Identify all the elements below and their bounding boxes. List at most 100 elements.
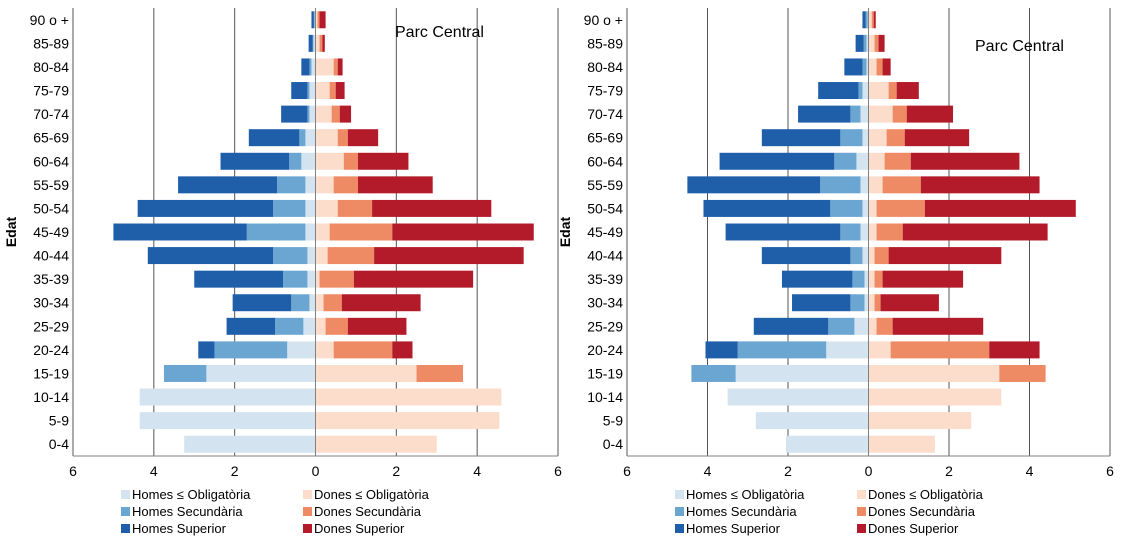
bar-25-29-series-6 <box>892 317 984 335</box>
bar-45-49-series-2 <box>246 223 306 241</box>
bar-50-54-series-1 <box>305 199 316 217</box>
legend-label: Homes Superior <box>132 521 227 536</box>
bar-30-34-series-1 <box>309 294 316 312</box>
bar-55-59-series-1 <box>305 176 316 194</box>
bar-35-39-series-2 <box>283 270 308 288</box>
bar-50-54-series-4 <box>868 199 877 217</box>
bar-50-54-series-4 <box>315 199 338 217</box>
bar-35-39-series-1 <box>307 270 316 288</box>
legend-label: Dones Superior <box>314 521 405 536</box>
bar-90 o +-series-3 <box>311 11 314 29</box>
bar-50-54-series-5 <box>876 199 925 217</box>
x-tick-label: 0 <box>865 463 873 479</box>
bar-60-64-series-5 <box>884 152 911 170</box>
bar-55-59-series-6 <box>357 176 433 194</box>
legend-swatch <box>121 524 130 533</box>
bar-60-64-series-2 <box>834 152 857 170</box>
bar-85-89-series-5 <box>874 34 879 52</box>
y-category-label: 65-69 <box>33 130 69 146</box>
bar-45-49-series-6 <box>392 223 534 241</box>
bar-25-29-series-1 <box>303 317 316 335</box>
bar-30-34-series-5 <box>874 294 881 312</box>
y-category-label: 90 o + <box>30 12 69 28</box>
bar-50-54-series-2 <box>830 199 863 217</box>
y-category-label: 75-79 <box>33 83 69 99</box>
bar-15-19-series-2 <box>691 364 736 382</box>
legend-label: Dones Secundària <box>868 504 976 519</box>
bar-55-59-series-2 <box>277 176 306 194</box>
y-category-label: 30-34 <box>587 295 623 311</box>
y-category-label: 35-39 <box>587 271 623 287</box>
bar-15-19-series-5 <box>416 364 464 382</box>
x-tick-label: 2 <box>784 463 792 479</box>
bar-70-74-series-4 <box>315 105 332 123</box>
bar-75-79-series-6 <box>335 82 345 100</box>
bar-75-79-series-2 <box>307 82 310 100</box>
bar-65-69-series-4 <box>868 129 887 147</box>
bar-20-24-series-6 <box>989 341 1040 359</box>
bar-70-74-series-2 <box>307 105 310 123</box>
y-category-label: 20-24 <box>587 342 623 358</box>
y-category-label: 80-84 <box>33 59 69 75</box>
bar-85-89-series-3 <box>855 34 864 52</box>
bar-85-89-series-6 <box>322 34 325 52</box>
bar-80-84-series-3 <box>301 58 310 76</box>
bar-75-79-series-2 <box>858 82 863 100</box>
bar-35-39-series-1 <box>864 270 869 288</box>
bar-20-24-series-2 <box>214 341 288 359</box>
bar-0-4-series-4 <box>868 435 935 453</box>
chart-title: Parc Central <box>975 38 1064 55</box>
bar-55-59-series-5 <box>882 176 921 194</box>
bar-40-44-series-6 <box>374 247 524 265</box>
bar-65-69-series-2 <box>299 129 306 147</box>
y-category-label: 55-59 <box>587 177 623 193</box>
bar-65-69-series-1 <box>305 129 316 147</box>
bar-75-79-series-5 <box>329 82 336 100</box>
bar-20-24-series-1 <box>826 341 869 359</box>
bar-15-19-series-2 <box>163 364 207 382</box>
x-tick-label: 2 <box>231 463 239 479</box>
bar-65-69-series-5 <box>337 129 348 147</box>
y-category-label: 60-64 <box>587 153 623 169</box>
bar-5-9-series-4 <box>868 412 972 430</box>
legend-swatch <box>857 490 866 499</box>
bar-15-19-series-1 <box>735 364 869 382</box>
legend-swatch <box>675 524 684 533</box>
y-category-label: 0-4 <box>49 436 69 452</box>
y-category-label: 25-29 <box>33 318 69 334</box>
y-category-label: 65-69 <box>587 130 623 146</box>
bar-60-64-series-1 <box>301 152 316 170</box>
bar-20-24-series-2 <box>737 341 827 359</box>
bar-40-44-series-3 <box>147 247 274 265</box>
x-tick-label: 4 <box>1026 463 1034 479</box>
bar-45-49-series-3 <box>113 223 247 241</box>
bar-60-64-series-6 <box>357 152 409 170</box>
y-category-label: 0-4 <box>603 436 623 452</box>
y-category-label: 40-44 <box>33 248 69 264</box>
bar-85-89-series-5 <box>319 34 323 52</box>
bar-70-74-series-6 <box>906 105 954 123</box>
bar-85-89-series-1 <box>313 34 316 52</box>
legend-swatch <box>121 490 130 499</box>
bar-30-34-series-6 <box>341 294 421 312</box>
bar-45-49-series-5 <box>876 223 903 241</box>
bar-25-29-series-5 <box>325 317 348 335</box>
bar-55-59-series-3 <box>178 176 278 194</box>
y-category-label: 45-49 <box>33 224 69 240</box>
legend-swatch <box>857 524 866 533</box>
bar-90 o +-series-6 <box>319 11 326 29</box>
bar-60-64-series-1 <box>856 152 869 170</box>
bar-80-84-series-2 <box>309 58 312 76</box>
bar-80-84-series-5 <box>876 58 883 76</box>
bar-35-39-series-5 <box>319 270 354 288</box>
bar-30-34-series-2 <box>850 294 865 312</box>
bar-50-54-series-6 <box>372 199 492 217</box>
bar-65-69-series-2 <box>840 129 863 147</box>
bar-80-84-series-4 <box>315 58 334 76</box>
bar-10-14-series-4 <box>868 388 1002 406</box>
legend-swatch <box>303 507 312 516</box>
bar-75-79-series-1 <box>309 82 316 100</box>
bar-15-19-series-1 <box>206 364 316 382</box>
legend-swatch <box>857 507 866 516</box>
